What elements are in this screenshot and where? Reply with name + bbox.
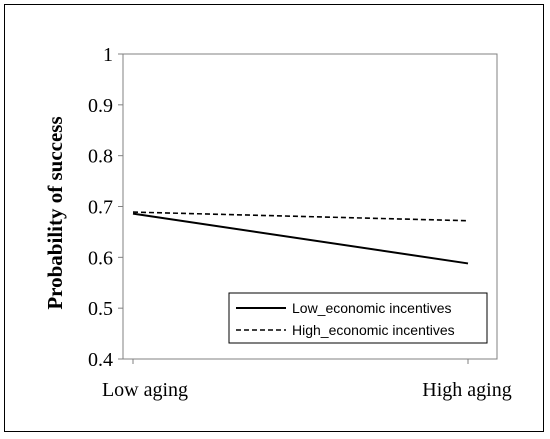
y-tick-label: 0.8 — [88, 146, 113, 168]
x-tick-label: Low aging — [102, 379, 188, 401]
legend: Low_economic incentives High_economic inc… — [228, 292, 488, 344]
x-tick-label: High aging — [422, 379, 511, 401]
series-line-1 — [132, 212, 469, 265]
y-axis: 0.4 0.5 0.6 0.7 0.8 0.9 1 — [88, 44, 123, 371]
y-tick-label: 0.5 — [88, 298, 113, 320]
y-tick-label: 0.4 — [88, 349, 113, 371]
legend-label: High_economic incentives — [292, 322, 455, 338]
y-axis-title: Probability of success — [43, 116, 67, 309]
y-tick-label: 0.7 — [88, 197, 113, 219]
series-lines — [132, 211, 469, 265]
y-tick-label: 1 — [103, 44, 113, 66]
legend-box — [228, 292, 488, 344]
x-axis: Low aging High aging — [102, 359, 512, 401]
y-tick-label: 0.9 — [88, 95, 113, 117]
legend-label: Low_economic incentives — [292, 300, 452, 316]
y-tick-label: 0.6 — [88, 247, 113, 269]
